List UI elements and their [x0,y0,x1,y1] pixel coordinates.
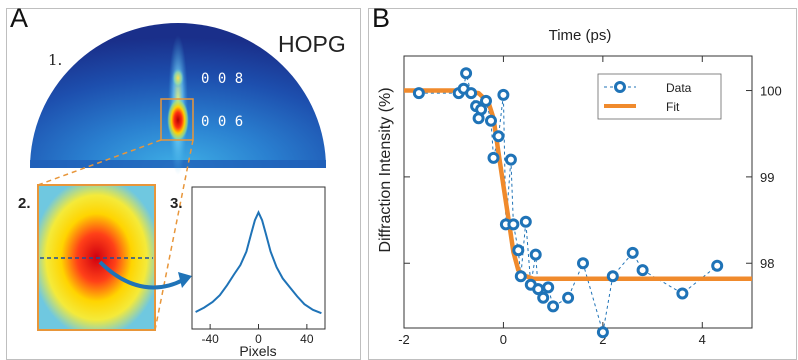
profile-x-tick-label: 40 [300,332,314,346]
step-1-label: 1. [48,51,62,69]
chart-b-y-axis-label: Diffraction Intensity (%) [377,87,394,252]
peak-008-label: 0 0 8 [201,71,243,87]
data-point [492,130,505,143]
data-point [596,326,609,339]
data-point [626,246,639,259]
profile-arrow [98,260,184,290]
panel-a-figure: -40 0 40 Pixels HOPG 1. 2. 3. 0 0 8 0 0 6 [18,23,346,359]
data-point [636,264,649,277]
chart-b-x-tick-label: -2 [398,332,410,347]
chart-b-y-tick-label: 98 [760,256,774,271]
chart-b-x-tick-label: 4 [699,332,706,347]
data-point [577,257,589,270]
data-point [676,287,689,300]
data-point [465,87,478,100]
data-point [497,88,510,101]
step-3-label: 3. [170,195,183,212]
panel-a-letter: A [10,3,29,33]
legend-data-label: Data [666,81,692,95]
data-point [529,248,542,261]
panel-b-letter: B [372,3,391,33]
data-point [562,291,575,304]
chart-b-ticks: -2 0 2 4 98 99 100 [398,56,782,347]
data-point [475,103,488,116]
series-data-markers [412,67,724,339]
peak-006-label: 0 0 6 [201,114,243,130]
chart-b-x-tick-label: 2 [599,332,606,347]
data-point [711,259,724,272]
profile-plot-frame [191,186,326,330]
chart-b-y-tick-label: 99 [760,170,774,185]
profile-x-tick-label: -40 [201,332,219,346]
panel-b-chart: Time (ps) Diffraction Intensity (%) -2 0 2… [377,27,782,347]
profile-x-axis-label: Pixels [239,343,276,359]
profile-arrowhead [178,272,192,288]
data-point [514,270,527,283]
data-point [460,67,473,80]
legend-fit-label: Fit [666,100,680,114]
zoom-region-box [160,98,194,141]
peak-006-spot [167,98,189,142]
data-point [412,87,425,100]
zoom-connector-left [37,139,162,186]
data-point [480,94,492,107]
chart-b-title: Time (ps) [549,27,612,44]
data-point [487,151,500,164]
data-point [485,114,497,127]
data-point [507,218,520,231]
chart-b-legend: Data Fit [597,73,722,120]
data-point [606,270,619,283]
step-2-label: 2. [18,195,31,212]
legend-data-marker [614,81,626,93]
chart-b-x-tick-label: 0 [500,332,507,347]
legend-box [597,73,722,120]
chart-b-y-tick-label: 100 [760,84,782,99]
data-point [542,281,555,294]
data-point [547,300,560,313]
peak-008-spot [172,68,184,88]
sample-label: HOPG [278,31,346,57]
data-point [537,291,550,304]
profile-x-ticks: -40 0 40 [201,324,314,346]
data-point [512,244,525,257]
data-point [519,215,532,228]
profile-x-tick-label: 0 [255,332,262,346]
data-point [504,153,517,166]
profile-curve [195,210,322,315]
